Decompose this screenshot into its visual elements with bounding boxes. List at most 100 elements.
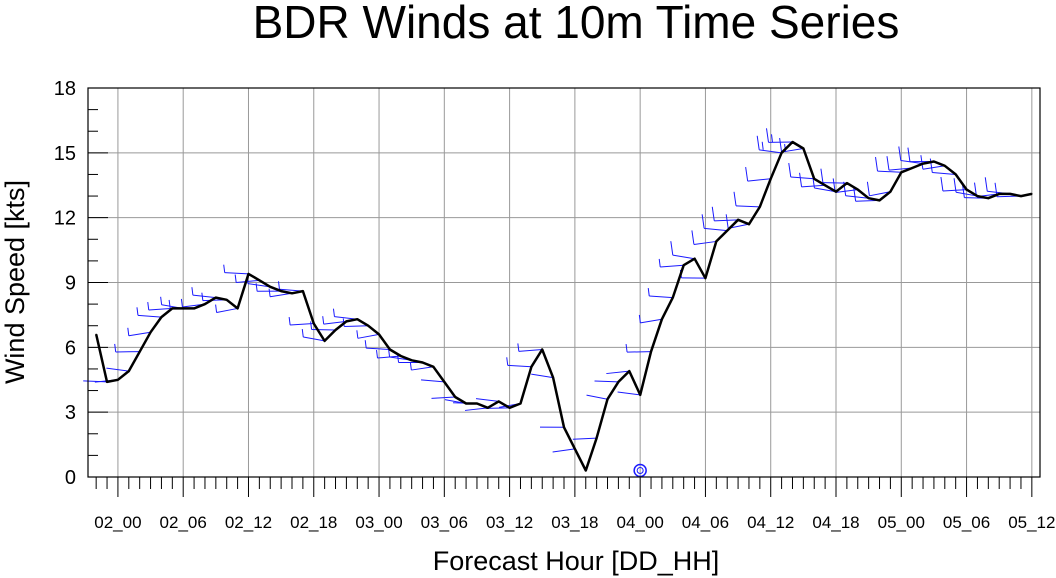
wind-barb: [733, 191, 760, 208]
wind-barb-half-flag: [127, 327, 130, 336]
wind-barb: [799, 172, 826, 188]
wind-barb: [191, 287, 216, 299]
wind-barb: [356, 330, 380, 339]
wind-barb-half-flag: [191, 287, 194, 296]
data-point: [280, 290, 282, 292]
wind-barb: [711, 206, 739, 222]
wind-barb-half-flag: [332, 308, 335, 317]
wind-barb-shaft: [128, 331, 151, 337]
data-point: [933, 160, 935, 163]
data-point: [476, 402, 478, 405]
data-point: [911, 167, 913, 169]
data-point: [138, 350, 141, 353]
data-point: [976, 195, 979, 197]
data-point: [693, 257, 696, 260]
data-point: [595, 437, 598, 439]
wind-barb: [409, 362, 434, 371]
wind-barb-shaft: [877, 170, 902, 173]
data-point: [867, 197, 870, 200]
x-tick-label: 03_00: [355, 513, 402, 532]
wind-barb-half-flag: [168, 299, 171, 309]
wind-barb: [984, 177, 1011, 195]
wind-barb-shaft: [344, 325, 369, 327]
wind-barb: [322, 316, 347, 325]
wind-barb-half-flag: [147, 301, 150, 311]
wind-barb-shaft: [790, 176, 815, 180]
wind-barb-half-flag: [388, 348, 391, 358]
wind-barb-shaft: [704, 227, 728, 232]
x-tick-label: 05_12: [1008, 513, 1055, 532]
wind-barb-shaft: [507, 364, 532, 368]
data-point: [954, 173, 957, 176]
data-point: [541, 348, 544, 351]
wind-barb: [572, 437, 597, 440]
data-point: [769, 177, 772, 180]
wind-barb-shaft: [552, 448, 575, 453]
wind-barb-shaft: [649, 295, 673, 299]
data-point: [682, 264, 685, 267]
wind-barb-shaft: [747, 178, 771, 182]
wind-barb-shaft: [475, 398, 499, 402]
wind-barb: [788, 162, 815, 180]
data-point: [650, 350, 652, 353]
wind-barb: [215, 304, 238, 313]
data-point: [432, 365, 435, 368]
wind-barb-flag: [866, 181, 870, 196]
data-point: [487, 407, 489, 409]
y-tick-label: 9: [65, 273, 76, 295]
wind-barb-shaft: [693, 240, 717, 245]
data-point: [193, 307, 195, 310]
data-point: [1009, 193, 1011, 195]
data-point: [835, 190, 837, 193]
x-tick-label: 03_06: [421, 513, 468, 532]
y-axis-label: Wind Speed [kts]: [0, 180, 30, 384]
data-point: [95, 333, 97, 336]
data-point: [639, 394, 641, 396]
data-point: [846, 182, 848, 184]
data-point: [552, 376, 554, 379]
wind-barb-shaft: [942, 189, 967, 192]
wind-barb-shaft: [323, 320, 347, 325]
data-point: [856, 188, 859, 191]
wind-barb-half-flag: [356, 330, 359, 339]
wind-barb: [506, 357, 532, 368]
wind-barb-flag: [820, 168, 824, 183]
wind-barb: [701, 214, 728, 232]
wind-barb: [517, 343, 543, 352]
y-tick-label: 15: [54, 143, 76, 165]
data-point: [998, 193, 1000, 195]
grid: [88, 88, 1040, 477]
wind-barb-shaft: [192, 294, 216, 299]
data-point: [1020, 195, 1022, 197]
data-point: [182, 307, 184, 310]
data-point: [378, 333, 380, 336]
wind-barb-half-flag: [397, 354, 400, 363]
calm-wind-marker-inner: [636, 467, 644, 475]
x-tick-label: 04_06: [682, 513, 729, 532]
wind-barb-flag: [853, 187, 857, 202]
wind-barb-flag: [940, 176, 944, 192]
chart-title: BDR Winds at 10m Time Series: [253, 0, 900, 48]
wind-barb: [114, 343, 140, 353]
wind-barb-shaft: [269, 292, 293, 298]
data-point: [345, 320, 348, 323]
wind-barb-half-flag: [364, 340, 367, 349]
wind-barb-flag: [765, 128, 769, 143]
wind-barb-shaft: [216, 307, 238, 313]
y-tick-label: 18: [54, 78, 76, 100]
data-point: [258, 279, 261, 282]
wind-barb-half-flag: [770, 134, 773, 143]
data-point: [802, 147, 805, 150]
data-point: [247, 273, 250, 275]
y-tick-labels: 0 3 6 9 12 15 18: [54, 78, 76, 489]
wind-barb: [420, 379, 445, 383]
data-point: [454, 396, 457, 398]
wind-barb-shaft: [922, 165, 945, 170]
wind-barb-half-flag: [277, 281, 280, 290]
wind-barb-flag: [711, 206, 715, 221]
data-point: [356, 318, 359, 321]
wind-barb: [670, 241, 695, 260]
data-point: [563, 426, 565, 429]
wind-barb: [485, 407, 510, 409]
wind-barb-half-flag: [761, 141, 764, 150]
